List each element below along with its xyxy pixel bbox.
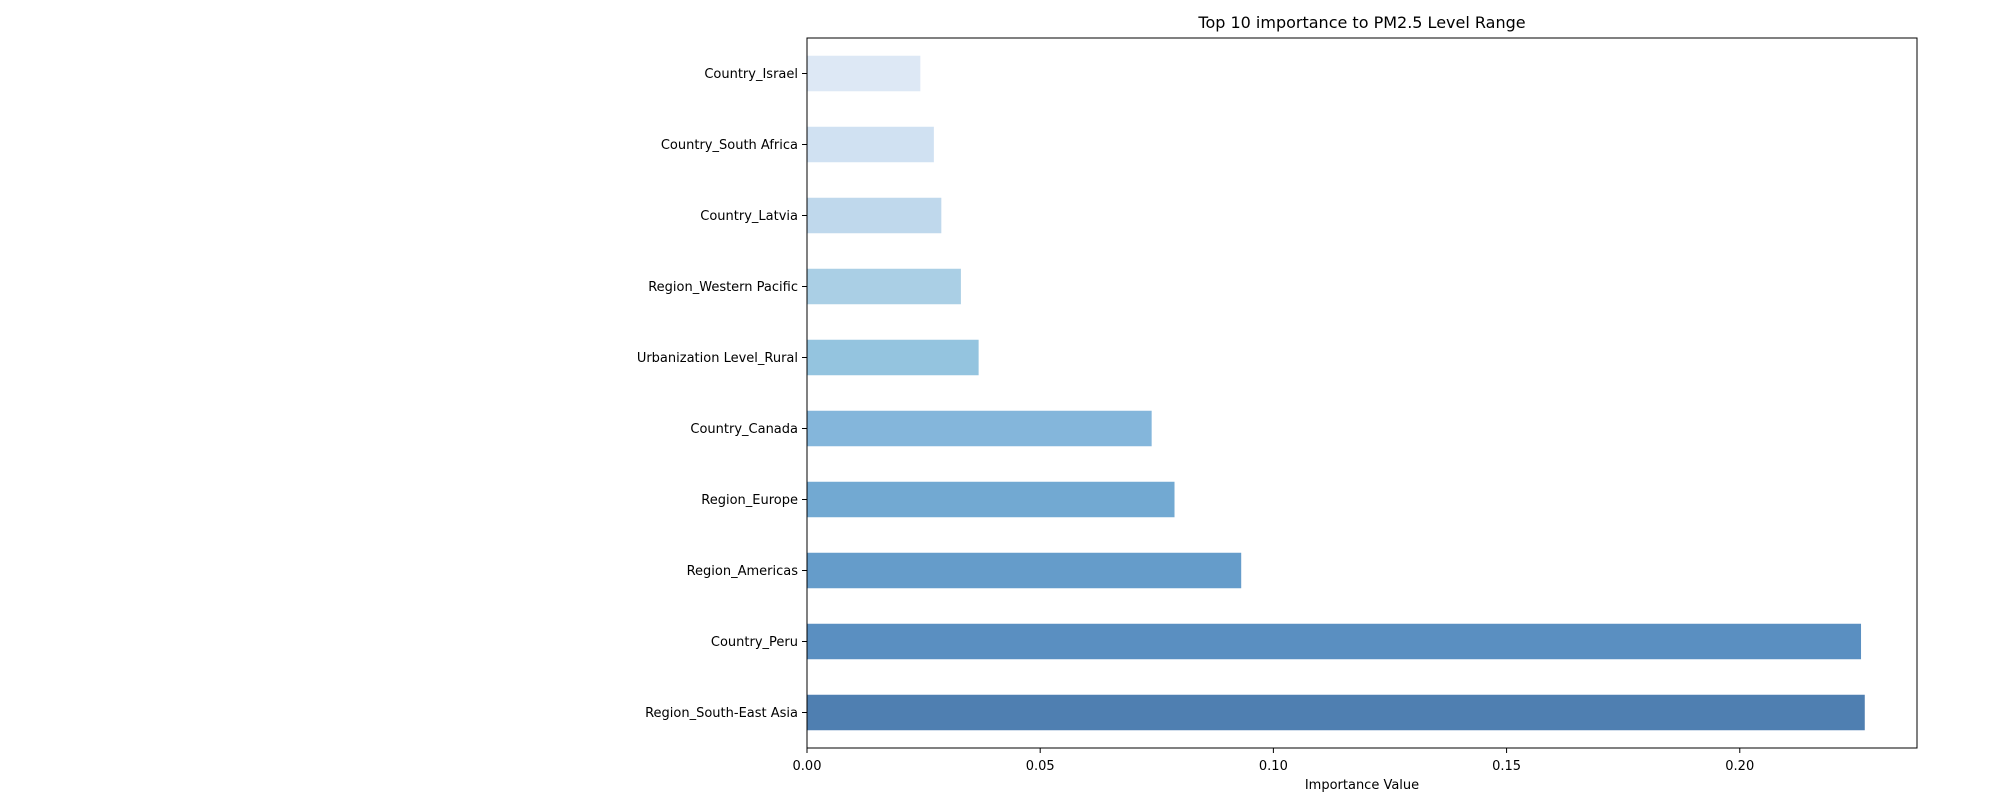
y-tick-label: Region_Americas [687, 564, 799, 579]
y-axis-ticks: Country_Israel Country_South Africa Countr… [637, 67, 807, 721]
y-tick-label: Region_Western Pacific [648, 280, 798, 295]
y-tick-label: Urbanization Level_Rural [637, 351, 798, 366]
x-tick-label: 0.00 [793, 759, 822, 774]
y-tick-label: Country_South Africa [661, 138, 798, 153]
bar-country-latvia [807, 197, 942, 234]
y-tick-label: Country_Peru [711, 635, 798, 650]
bar-urbanization-level-rural [807, 339, 979, 376]
bar-country-canada [807, 410, 1152, 447]
bars-group [807, 55, 1865, 731]
y-tick-label: Region_Europe [701, 493, 798, 508]
bar-country-south-africa [807, 126, 934, 163]
x-axis-ticks: 0.00 0.05 0.10 0.15 0.20 [793, 748, 1754, 774]
x-tick-label: 0.15 [1492, 759, 1521, 774]
bar-region-western-pacific [807, 268, 961, 305]
bar-country-israel [807, 55, 921, 92]
chart-title: Top 10 importance to PM2.5 Level Range [1197, 13, 1525, 32]
plot-frame [806, 37, 1918, 749]
x-axis-label: Importance Value [1305, 778, 1419, 793]
x-tick-label: 0.20 [1725, 759, 1754, 774]
x-tick-label: 0.10 [1259, 759, 1288, 774]
y-tick-label: Region_South-East Asia [645, 706, 798, 721]
y-tick-label: Country_Israel [704, 67, 798, 82]
y-tick-label: Country_Latvia [700, 209, 798, 224]
bar-country-peru [807, 623, 1862, 660]
y-tick-label: Country_Canada [690, 422, 798, 437]
bar-region-europe [807, 481, 1175, 518]
bar-region-americas [807, 552, 1242, 589]
bar-region-south-east-asia [807, 694, 1865, 731]
x-tick-label: 0.05 [1026, 759, 1055, 774]
